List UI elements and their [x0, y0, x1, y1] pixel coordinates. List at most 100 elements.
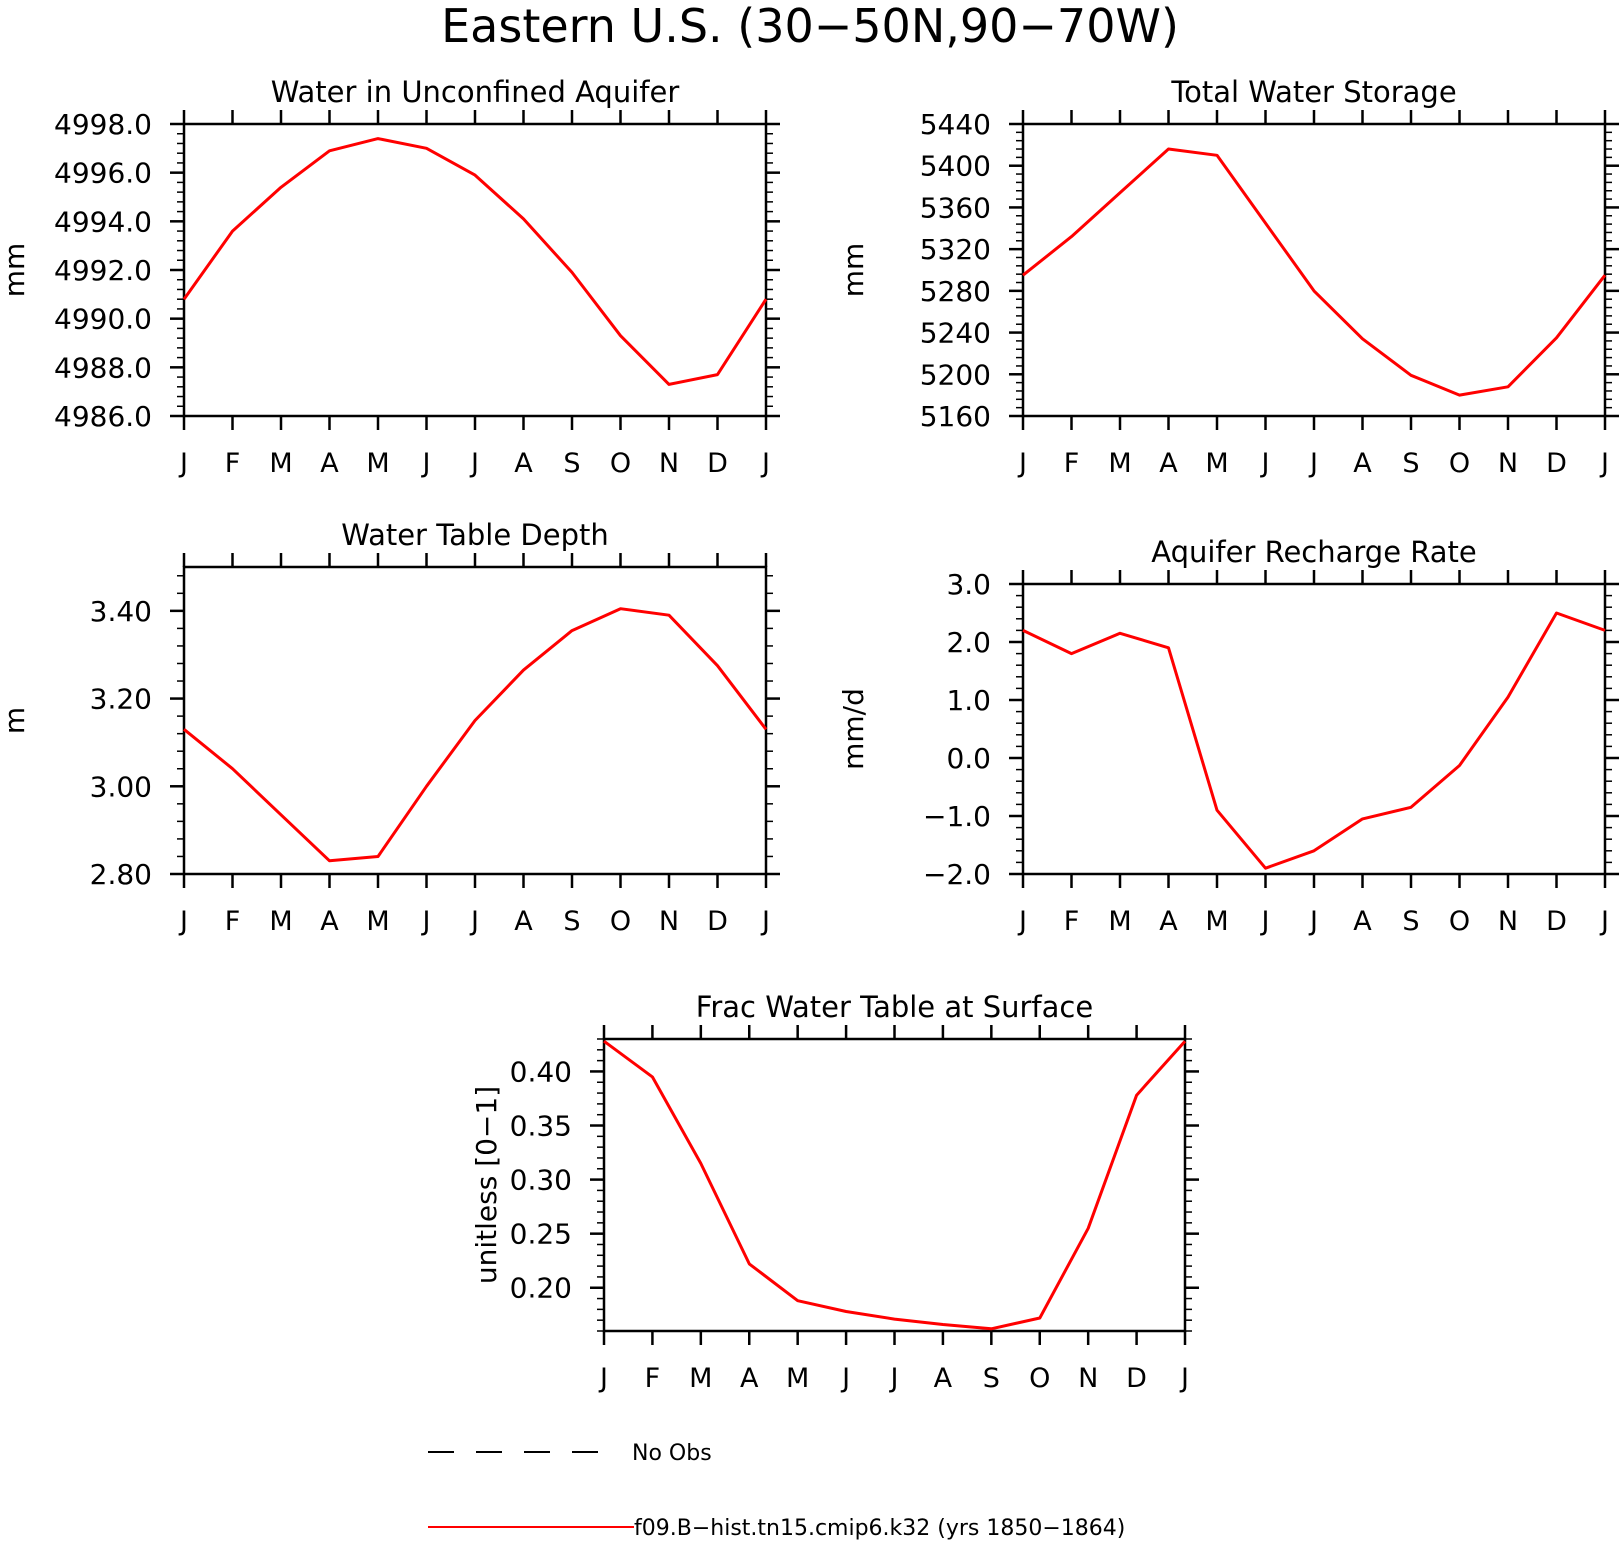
- x-tick-label: J: [469, 906, 479, 937]
- panel-title: Frac Water Table at Surface: [696, 990, 1093, 1024]
- x-tick-label: J: [1308, 448, 1318, 479]
- x-tick-label: M: [1108, 448, 1131, 479]
- x-tick-label: D: [1546, 906, 1567, 937]
- y-tick-label: 2.80: [90, 858, 152, 891]
- x-tick-label: N: [1498, 448, 1518, 479]
- y-tick-label: 3.40: [90, 595, 152, 628]
- y-tick-label: 4996.0: [54, 157, 152, 190]
- x-tick-label: N: [1498, 906, 1518, 937]
- x-tick-label: A: [320, 906, 339, 937]
- y-tick-label: 4998.0: [54, 108, 152, 141]
- x-tick-label: J: [421, 906, 431, 937]
- x-tick-label: D: [1126, 1363, 1147, 1394]
- series-line-model: [182, 137, 768, 386]
- x-tick-label: M: [269, 906, 292, 937]
- x-tick-label: N: [659, 906, 679, 937]
- y-tick-label: 5320: [920, 233, 991, 266]
- x-tick-label: F: [225, 448, 241, 479]
- x-tick-label: D: [707, 448, 728, 479]
- x-tick-label: J: [1308, 906, 1318, 937]
- y-axis-label: unitless [0−1]: [470, 1086, 503, 1284]
- x-tick-label: O: [1029, 1363, 1050, 1394]
- x-tick-label: J: [1260, 448, 1270, 479]
- panel-title: Water Table Depth: [341, 518, 609, 552]
- x-tick-label: J: [469, 448, 479, 479]
- series-line-model: [1022, 611, 1606, 870]
- series-line-model: [603, 1039, 1187, 1331]
- panel-title: Water in Unconfined Aquifer: [271, 75, 680, 109]
- x-tick-label: F: [1064, 448, 1080, 479]
- x-tick-label: J: [889, 1363, 899, 1394]
- y-tick-label: 1.0: [946, 684, 991, 717]
- x-tick-label: A: [934, 1363, 953, 1394]
- plot-frame: [182, 122, 768, 418]
- x-tick-label: M: [366, 906, 389, 937]
- x-tick-label: A: [514, 448, 533, 479]
- x-tick-label: F: [225, 906, 241, 937]
- x-tick-label: J: [1017, 448, 1027, 479]
- x-tick-label: O: [610, 906, 631, 937]
- x-tick-label: A: [740, 1363, 759, 1394]
- x-tick-label: A: [1159, 448, 1178, 479]
- panel-title: Total Water Storage: [1170, 75, 1456, 109]
- x-tick-label: J: [598, 1363, 608, 1394]
- y-tick-label: 2.0: [946, 626, 991, 659]
- plot-frame: [1021, 122, 1607, 418]
- x-tick-label: S: [983, 1363, 1000, 1394]
- x-tick-label: J: [178, 448, 188, 479]
- x-tick-label: F: [645, 1363, 661, 1394]
- y-tick-label: 5440: [920, 108, 991, 141]
- y-axis-label: m: [0, 707, 31, 734]
- x-tick-label: A: [1353, 906, 1372, 937]
- x-tick-label: D: [1546, 448, 1567, 479]
- y-tick-label: 5280: [920, 275, 991, 308]
- x-tick-label: J: [178, 906, 188, 937]
- x-tick-label: M: [1108, 906, 1131, 937]
- y-tick-label: 0.30: [510, 1164, 572, 1197]
- series-line-model: [1022, 147, 1607, 397]
- y-tick-label: 0.40: [510, 1055, 572, 1088]
- y-tick-label: 4988.0: [54, 351, 152, 384]
- x-tick-label: A: [1353, 448, 1372, 479]
- series-line-model: [183, 607, 768, 863]
- plot-frame: [1021, 582, 1607, 876]
- x-tick-label: O: [1449, 448, 1470, 479]
- x-tick-label: J: [1599, 448, 1609, 479]
- figure-title: Eastern U.S. (30−50N,90−70W): [441, 0, 1179, 53]
- y-tick-label: 0.35: [510, 1110, 572, 1143]
- legend: No Obs f09.B−hist.tn15.cmip6.k32 (yrs 18…: [428, 1441, 1125, 1541]
- x-tick-label: N: [659, 448, 679, 479]
- y-axis-label: mm/d: [837, 688, 870, 770]
- legend-label-no-obs: No Obs: [632, 1441, 712, 1466]
- y-tick-label: 4992.0: [54, 254, 152, 287]
- y-tick-label: 5400: [920, 150, 991, 183]
- y-tick-label: 0.25: [510, 1218, 572, 1251]
- legend-label-model: f09.B−hist.tn15.cmip6.k32 (yrs 1850−1864…: [634, 1516, 1125, 1541]
- y-tick-label: −2.0: [923, 858, 991, 891]
- y-tick-label: 5360: [920, 191, 991, 224]
- x-tick-label: M: [1205, 906, 1228, 937]
- x-tick-label: S: [563, 448, 580, 479]
- y-tick-label: −1.0: [923, 800, 991, 833]
- x-tick-label: N: [1078, 1363, 1098, 1394]
- x-tick-label: M: [689, 1363, 712, 1394]
- plot-frame: [602, 1037, 1187, 1333]
- x-tick-label: M: [786, 1363, 809, 1394]
- x-tick-label: J: [1599, 906, 1609, 937]
- x-tick-label: S: [563, 906, 580, 937]
- y-tick-label: 5200: [920, 358, 991, 391]
- x-tick-label: M: [366, 448, 389, 479]
- x-tick-label: M: [269, 448, 292, 479]
- y-axis-label: mm: [0, 243, 31, 298]
- x-tick-label: S: [1402, 448, 1419, 479]
- x-tick-label: D: [707, 906, 728, 937]
- x-tick-label: A: [320, 448, 339, 479]
- x-tick-label: A: [1159, 906, 1178, 937]
- x-tick-label: M: [1205, 448, 1228, 479]
